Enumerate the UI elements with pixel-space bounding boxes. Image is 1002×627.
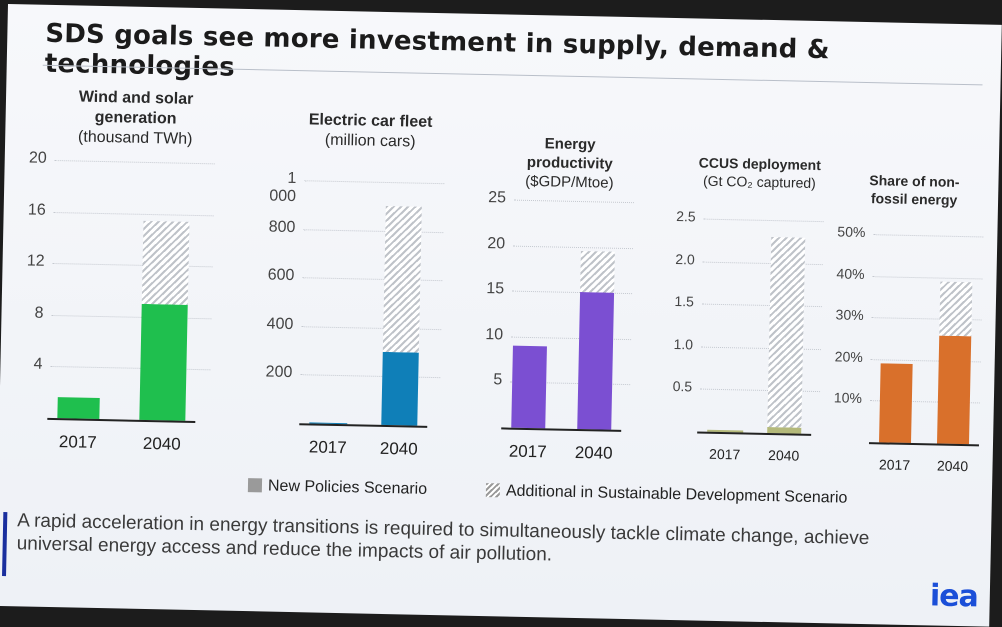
y-tick-label: 10% [833, 389, 863, 407]
bar-new-policies [57, 397, 100, 419]
y-tick-label: 10 [485, 325, 504, 344]
bar-new-policies [936, 335, 972, 445]
bar-new-policies [381, 352, 419, 426]
gridline [302, 277, 443, 283]
chart-title-main: Share of non-fossil energy [869, 172, 960, 208]
bar-additional-sds [382, 206, 422, 353]
y-tick-label: 16 [27, 201, 46, 219]
legend-npsa: New Policies Scenario [247, 477, 428, 499]
y-tick-label: 1.0 [673, 335, 694, 353]
y-tick-label: 8 [34, 304, 44, 322]
chart-title-main: Wind and solar generation [78, 88, 194, 128]
y-tick-label: 15 [486, 280, 505, 298]
y-tick-label: 2.5 [676, 208, 696, 225]
gridline [53, 211, 214, 217]
y-tick-label: 20 [487, 234, 506, 253]
y-tick-label: 20% [834, 348, 863, 365]
chart-title: Share of non-fossil energy [854, 172, 975, 210]
y-tick-label: 1.5 [674, 293, 695, 310]
y-tick-label: 600 [267, 266, 295, 285]
bar-new-policies [879, 363, 913, 443]
y-tick-label: 25 [488, 189, 507, 207]
legend-sds: Additional in Sustainable Development Sc… [485, 482, 848, 508]
gridline [54, 160, 215, 166]
y-tick-label: 200 [265, 363, 293, 382]
y-tick-label: 30% [835, 306, 864, 324]
x-category-label: 2017 [508, 441, 547, 462]
x-category-label: 2040 [574, 442, 613, 463]
chart-title-unit: (million cars) [324, 131, 416, 151]
gridline [513, 245, 634, 250]
slide: SDS goals see more investment in supply,… [0, 4, 1002, 627]
x-category-label: 2040 [379, 438, 418, 459]
iea-logo: iea [929, 578, 979, 615]
y-tick-label: 400 [266, 315, 294, 333]
y-tick-label: 20 [28, 149, 47, 167]
legend-solid-swatch [247, 478, 263, 493]
slide-title: SDS goals see more investment in supply,… [44, 18, 830, 83]
gridline [873, 234, 984, 239]
legend-npsa-label: New Policies Scenario [267, 477, 428, 498]
footer-text: A rapid acceleration in energy transitio… [16, 510, 870, 566]
y-tick-label: 2.0 [675, 250, 695, 268]
gridline [304, 180, 445, 186]
chart-title: Wind and solar generation (thousand TWh) [45, 87, 226, 151]
gridline [872, 275, 983, 281]
gridline [703, 218, 824, 224]
y-tick-label: 50% [837, 223, 866, 241]
chart-title-unit: (thousand TWh) [77, 128, 193, 148]
chart-title-main: Electric car fleet [308, 111, 433, 131]
x-category-label: 2017 [308, 437, 347, 458]
bar-additional-sds [767, 237, 806, 428]
bar-additional-sds [141, 221, 190, 305]
gridline [300, 374, 441, 380]
x-category-label: 2017 [58, 432, 97, 452]
y-tick-label: 1 000 [269, 169, 297, 206]
y-tick-label: 12 [26, 252, 45, 271]
chart-title-unit: ($GDP/Mtoe) [525, 172, 614, 192]
x-category-label: 2040 [767, 447, 800, 464]
gridline [513, 199, 634, 205]
legend-sds-label: Additional in Sustainable Development Sc… [505, 482, 848, 507]
y-tick-label: 40% [836, 265, 865, 282]
footer-accent-bar [2, 512, 8, 577]
y-tick-label: 800 [268, 218, 296, 236]
chart-title-main: Energy productivity [526, 135, 613, 173]
chart-title-unit: (Gt CO₂ captured) [702, 172, 817, 191]
gridline [301, 326, 442, 331]
y-tick-label: 5 [493, 371, 503, 389]
bar-new-policies [577, 292, 615, 430]
bar-additional-sds [939, 281, 973, 337]
x-category-label: 2040 [142, 433, 181, 454]
chart-title: Electric car fleet (million cars) [285, 110, 456, 154]
y-tick-label: 0.5 [672, 378, 693, 395]
y-tick-label: 4 [33, 356, 43, 374]
x-category-label: 2040 [936, 457, 969, 475]
bar-additional-sds [580, 251, 615, 293]
bar-new-policies [511, 345, 547, 429]
chart-title: CCUS deployment (Gt CO₂ captured) [684, 154, 835, 192]
legend-hatch-swatch [485, 483, 501, 498]
bar-new-policies [139, 303, 188, 421]
gridline [303, 228, 444, 234]
chart-title: Energy productivity ($GDP/Mtoe) [504, 134, 635, 193]
